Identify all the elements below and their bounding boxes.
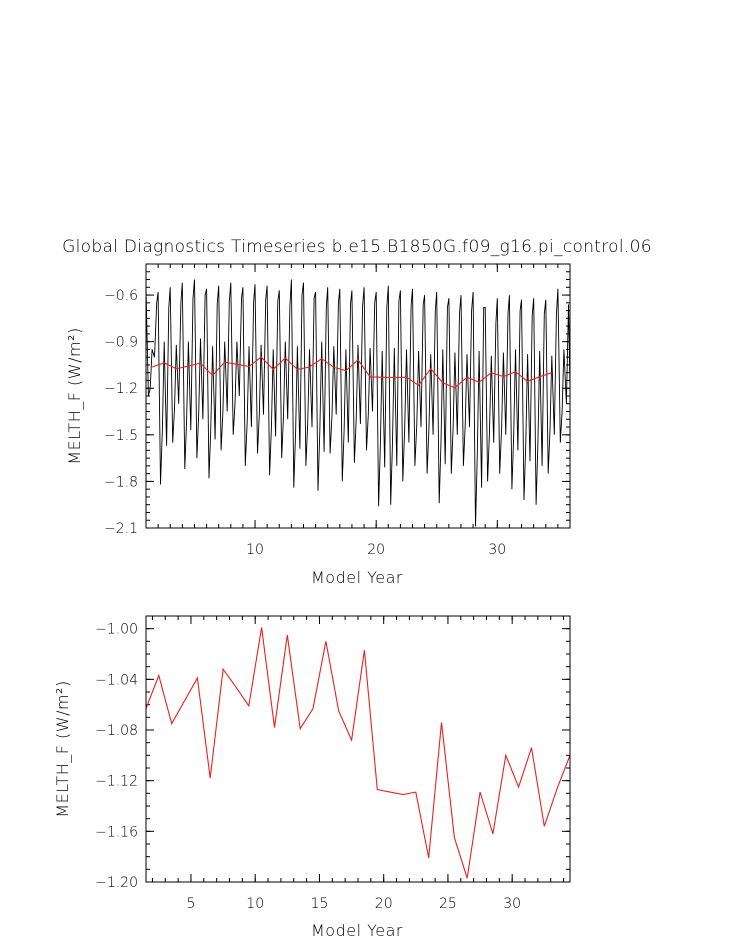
- bottom-y-tick-label: −1.20: [95, 875, 138, 891]
- bottom-x-tick-label: 20: [375, 896, 393, 912]
- top-panel: 10 20 30 −2.1 −1.8 −1.5 −1.2 −0.9 −0.6 Model Yea…: [65, 263, 571, 587]
- top-x-axis-label: Model Year: [311, 568, 403, 587]
- bottom-y-tick-label: −1.16: [95, 824, 138, 840]
- bottom-annual-series-line: [145, 627, 571, 879]
- bottom-x-tick-label: 10: [246, 896, 264, 912]
- top-x-tick-label: 20: [367, 542, 385, 558]
- top-y-tick-label: −0.9: [104, 335, 138, 351]
- top-x-tick-label: 10: [246, 542, 264, 558]
- top-y-tick-label: −1.5: [104, 428, 138, 444]
- top-annual-series-line: [151, 356, 552, 389]
- top-y-tick-label: −0.6: [104, 288, 138, 304]
- bottom-x-tick-label: 25: [439, 896, 457, 912]
- top-y-tick-label: −2.1: [104, 521, 138, 537]
- bottom-plot-frame: [145, 615, 571, 883]
- bottom-x-tick-label: 5: [187, 896, 196, 912]
- top-plot-frame: [145, 263, 571, 529]
- bottom-y-tick-label: −1.12: [95, 774, 138, 790]
- top-y-tick-label: −1.8: [104, 474, 138, 490]
- bottom-x-tick-label: 30: [503, 896, 521, 912]
- top-x-tick-label: 30: [488, 542, 506, 558]
- top-monthly-series-line: [146, 279, 570, 527]
- bottom-y-tick-label: −1.04: [95, 672, 138, 688]
- figure-title: Global Diagnostics Timeseries b.e15.B185…: [62, 237, 652, 257]
- bottom-y-tick-label: −1.00: [95, 622, 138, 638]
- bottom-y-axis-label: MELTH_F (W/m²): [53, 680, 72, 817]
- top-y-tick-label: −1.2: [104, 381, 138, 397]
- bottom-x-axis-label: Model Year: [311, 921, 403, 940]
- bottom-panel: 5 10 15 20 25 30 −1.20 −1.16 −1.12 −1.08 −1.04 −1.0…: [53, 615, 571, 940]
- bottom-x-tick-label: 15: [311, 896, 329, 912]
- top-y-axis-label: MELTH_F (W/m²): [65, 327, 84, 464]
- bottom-y-tick-label: −1.08: [95, 723, 138, 739]
